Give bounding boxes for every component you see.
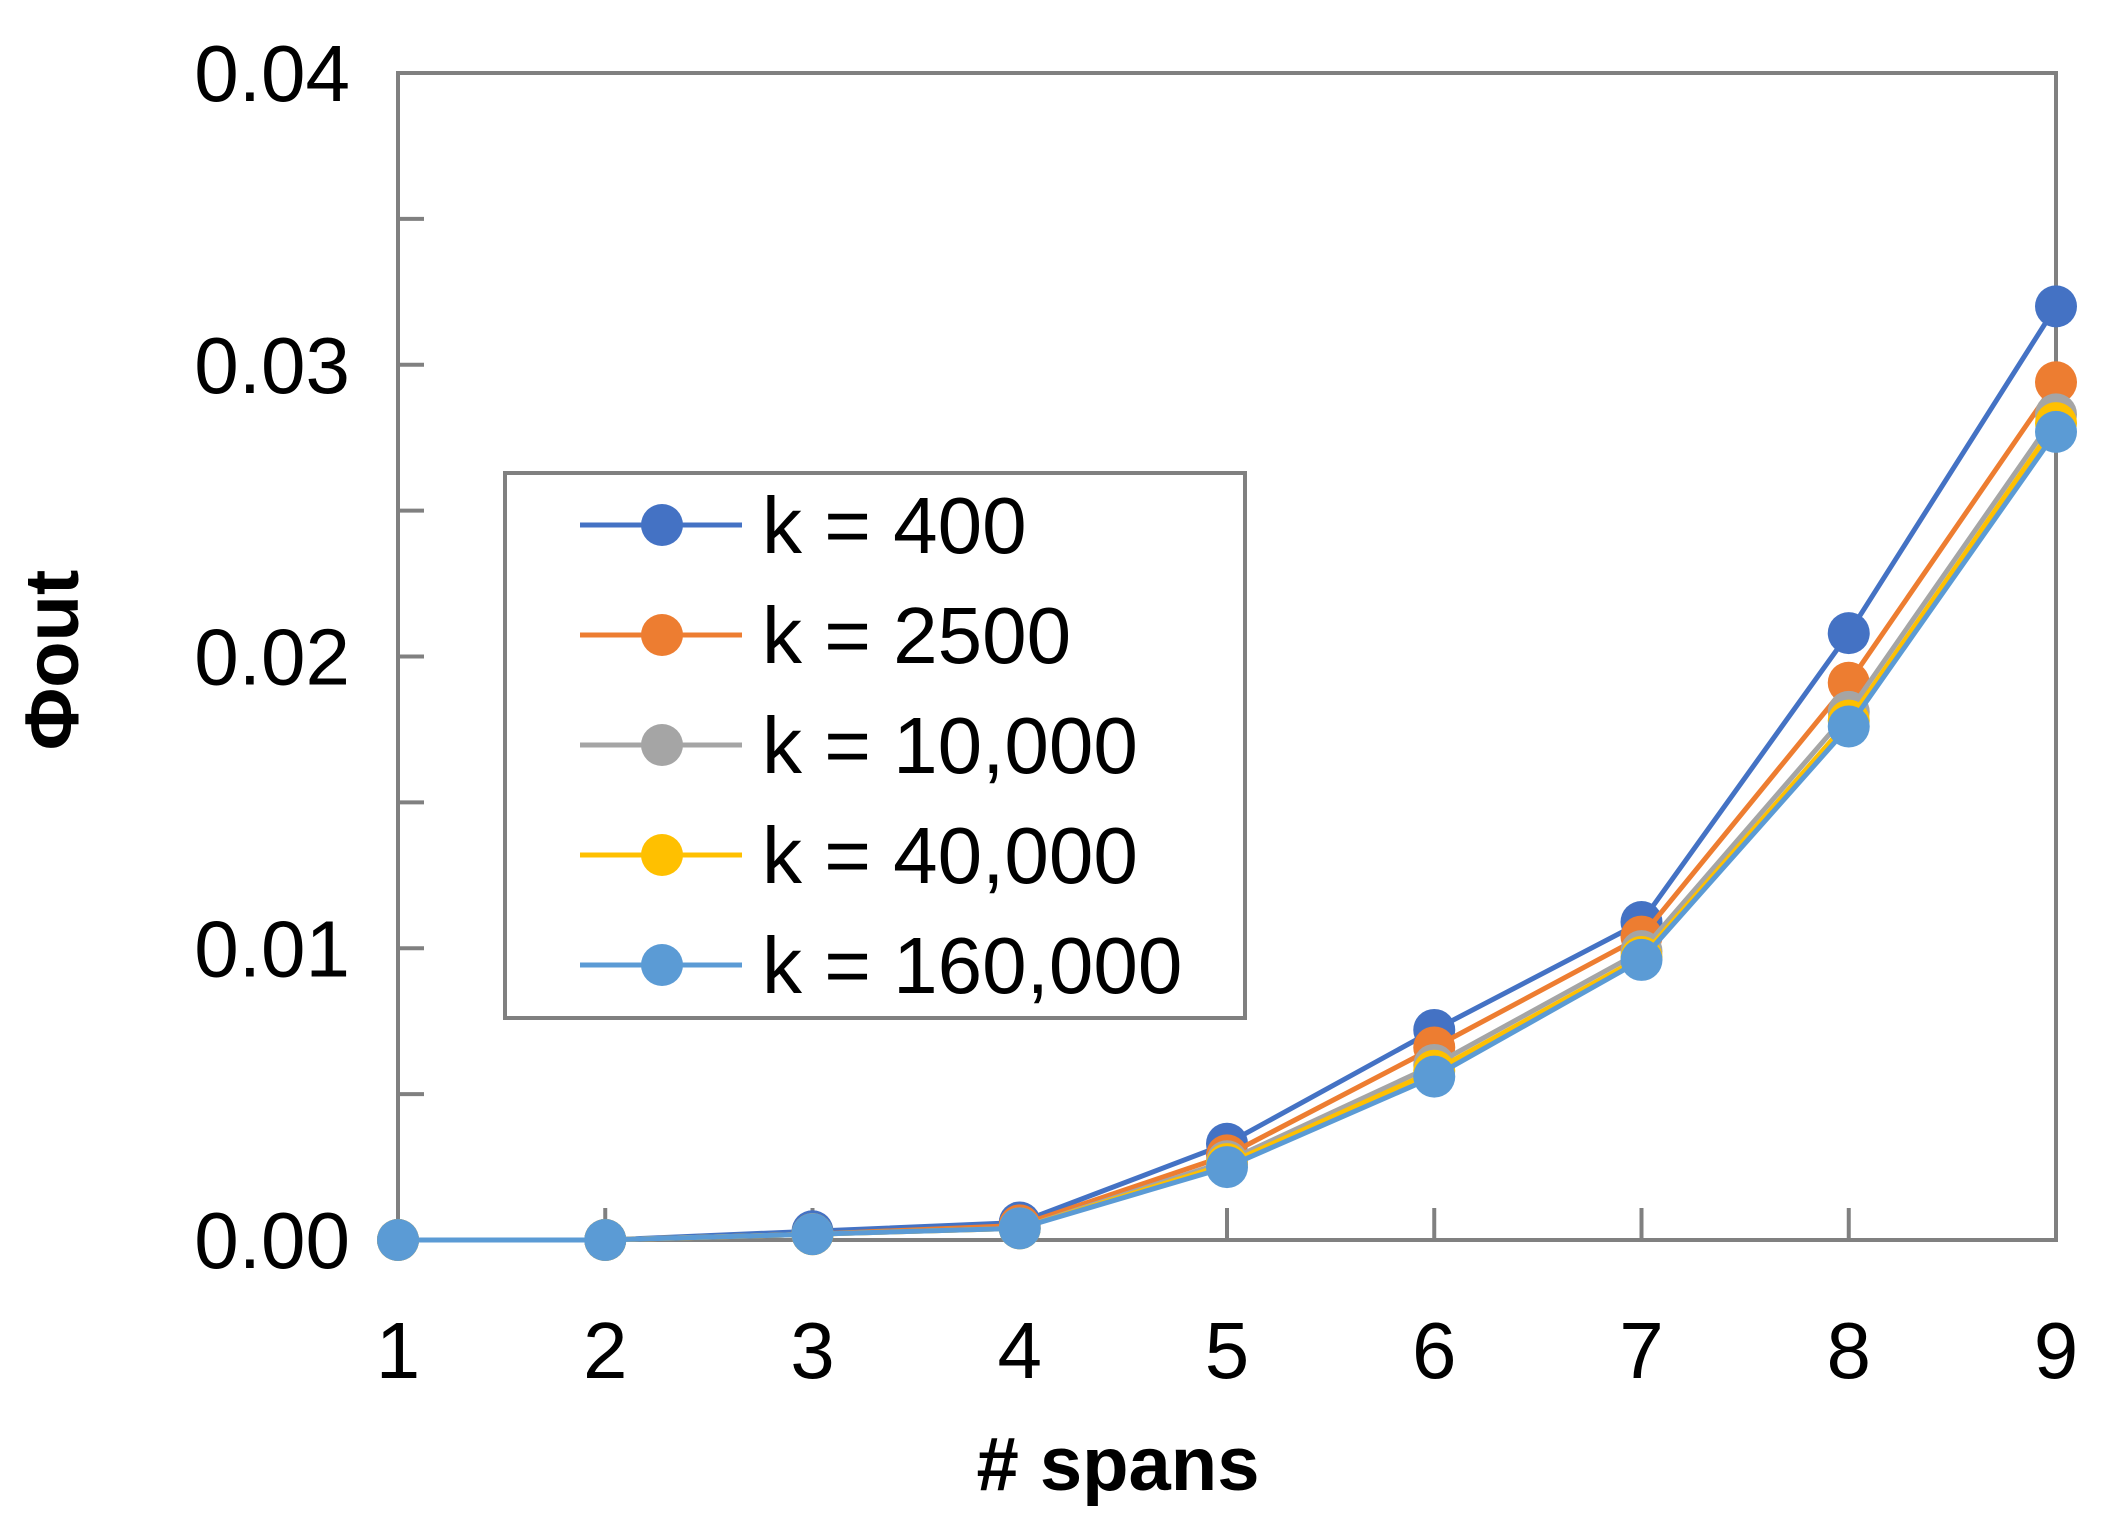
series-group bbox=[377, 410, 2077, 1261]
y-tick-label: 0.03 bbox=[194, 321, 350, 410]
y-tick-label: 0.02 bbox=[194, 613, 350, 702]
series-layer bbox=[377, 285, 2077, 1261]
data-point bbox=[791, 1213, 834, 1256]
data-point bbox=[1827, 612, 1870, 655]
data-point bbox=[584, 1219, 627, 1261]
data-point bbox=[2035, 285, 2077, 328]
data-point bbox=[1620, 938, 1663, 981]
x-tick-label: 5 bbox=[1205, 1306, 1250, 1395]
x-tick-label: 2 bbox=[583, 1306, 628, 1395]
legend-marker bbox=[641, 834, 683, 876]
legend-label: k = 2500 bbox=[762, 591, 1071, 680]
y-tick-label: 0.00 bbox=[194, 1196, 350, 1285]
x-tick-label: 7 bbox=[1619, 1306, 1664, 1395]
data-point bbox=[1827, 705, 1870, 748]
legend-label: k = 160,000 bbox=[762, 921, 1182, 1010]
data-point bbox=[2035, 361, 2077, 404]
data-point bbox=[1206, 1146, 1248, 1189]
y-tick-label: 0.04 bbox=[194, 29, 350, 118]
x-tick-label: 4 bbox=[998, 1306, 1043, 1395]
x-tick-label: 8 bbox=[1827, 1306, 1872, 1395]
x-tick-label: 9 bbox=[2034, 1306, 2079, 1395]
legend-label: k = 40,000 bbox=[762, 811, 1138, 900]
axes: 0.00 0.01 0.02 0.03 0.04 1 2 3 4 5 6 7 8 9 bbox=[194, 29, 2078, 1395]
data-point bbox=[2035, 410, 2077, 453]
legend-marker bbox=[641, 944, 683, 986]
x-tick-label: 3 bbox=[790, 1306, 835, 1395]
legend-label: k = 400 bbox=[762, 481, 1027, 570]
legend-marker bbox=[641, 724, 683, 766]
y-tick-label: 0.01 bbox=[194, 904, 350, 993]
x-tick-label: 6 bbox=[1412, 1306, 1457, 1395]
legend-label: k = 10,000 bbox=[762, 701, 1138, 790]
data-point bbox=[1413, 1055, 1456, 1098]
data-point bbox=[377, 1219, 419, 1261]
y-axis-title: Φout bbox=[10, 570, 95, 751]
legend-marker bbox=[641, 614, 683, 656]
legend: k = 400 k = 2500 k = 10,000 k = 40,000 k = 1… bbox=[503, 471, 1247, 1020]
legend-marker bbox=[641, 504, 683, 546]
x-axis-title: # spans bbox=[976, 1422, 1259, 1507]
data-point bbox=[998, 1207, 1041, 1250]
x-tick-label: 1 bbox=[376, 1306, 421, 1395]
